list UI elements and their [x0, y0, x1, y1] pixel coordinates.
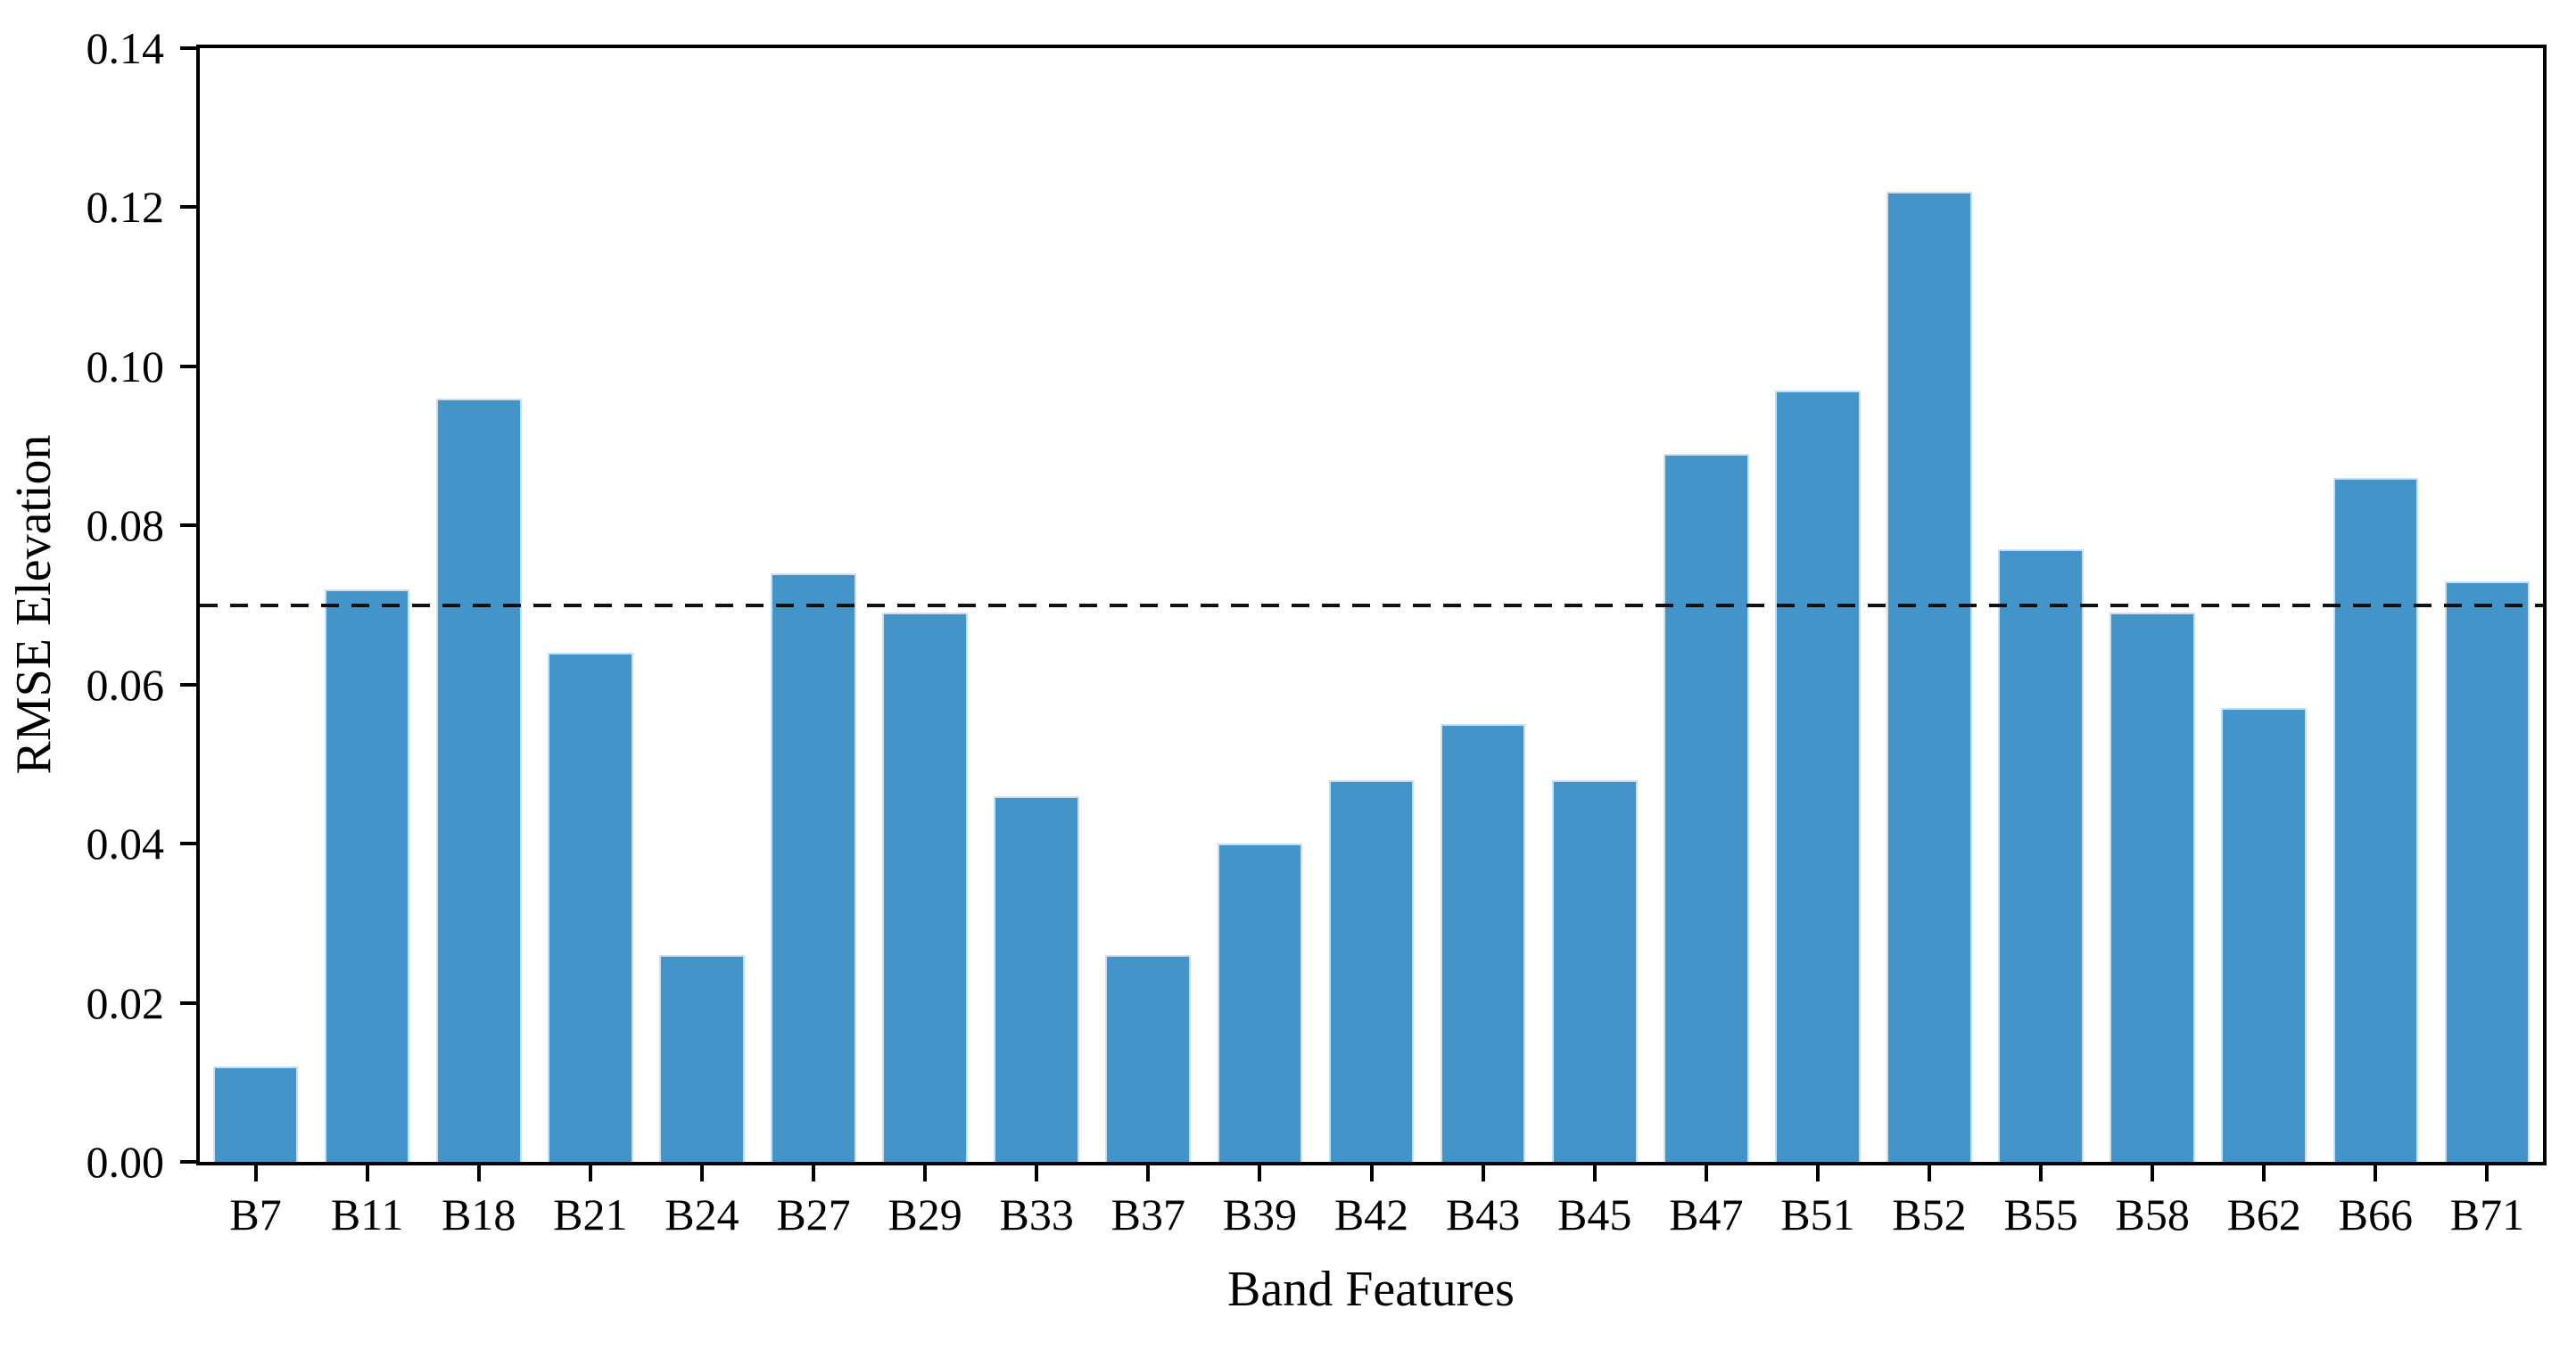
- bar-B42: [1328, 779, 1415, 1162]
- x-tick-mark: [253, 1165, 258, 1181]
- x-tick-mark: [1258, 1165, 1262, 1181]
- x-tick-label-B51: B51: [1780, 1189, 1855, 1239]
- bar-B52: [1887, 191, 1972, 1162]
- x-tick-mark: [2485, 1165, 2489, 1181]
- bar-B55: [1998, 549, 2084, 1162]
- x-tick-mark: [812, 1165, 816, 1181]
- x-tick-mark: [1592, 1165, 1597, 1181]
- x-tick-label-B24: B24: [665, 1189, 739, 1239]
- threshold-dashed-line: [200, 603, 2543, 607]
- x-tick-label-B21: B21: [553, 1189, 628, 1239]
- bar-B29: [882, 613, 968, 1162]
- x-tick-mark: [2151, 1165, 2155, 1181]
- x-tick-label-B37: B37: [1110, 1189, 1185, 1239]
- x-tick-mark: [365, 1165, 369, 1181]
- x-tick-label-B7: B7: [229, 1189, 282, 1239]
- bar-B71: [2444, 580, 2531, 1162]
- x-tick-label-B43: B43: [1445, 1189, 1521, 1239]
- y-tick-label-0.12: 0.12: [86, 182, 165, 233]
- x-tick-label-B66: B66: [2338, 1189, 2414, 1239]
- bar-B45: [1551, 779, 1638, 1162]
- x-tick-label-B47: B47: [1669, 1189, 1744, 1239]
- y-tick-mark: [180, 842, 196, 846]
- y-tick-mark: [180, 364, 196, 368]
- x-tick-mark: [1369, 1165, 1374, 1181]
- x-tick-label-B27: B27: [776, 1189, 851, 1239]
- x-tick-label-B71: B71: [2449, 1189, 2525, 1239]
- x-tick-mark: [1815, 1165, 1820, 1181]
- y-tick-label-0.06: 0.06: [86, 659, 165, 710]
- bar-B33: [994, 795, 1080, 1162]
- bar-B47: [1663, 454, 1749, 1162]
- bar-B7: [212, 1066, 299, 1162]
- x-tick-label-B52: B52: [1892, 1189, 1967, 1239]
- x-tick-label-B39: B39: [1222, 1189, 1298, 1239]
- x-tick-mark: [588, 1165, 592, 1181]
- bar-B58: [2110, 613, 2195, 1162]
- bar-B37: [1105, 955, 1192, 1162]
- x-tick-mark: [1704, 1165, 1708, 1181]
- x-tick-mark: [1481, 1165, 1485, 1181]
- x-tick-label-B62: B62: [2226, 1189, 2301, 1239]
- x-tick-mark: [2262, 1165, 2266, 1181]
- y-tick-mark: [180, 205, 196, 210]
- x-tick-label-B18: B18: [442, 1189, 516, 1239]
- bar-B24: [659, 955, 745, 1162]
- x-tick-label-B11: B11: [330, 1189, 404, 1239]
- x-tick-label-B29: B29: [888, 1189, 962, 1239]
- x-tick-mark: [2039, 1165, 2043, 1181]
- bar-B51: [1775, 390, 1861, 1162]
- x-tick-label-B42: B42: [1333, 1189, 1409, 1239]
- x-tick-mark: [476, 1165, 481, 1181]
- y-tick-label-0.10: 0.10: [86, 341, 165, 391]
- bar-B39: [1217, 844, 1303, 1162]
- x-axis-label: Band Features: [1227, 1262, 1515, 1317]
- x-tick-label-B45: B45: [1557, 1189, 1632, 1239]
- y-tick-mark: [180, 682, 196, 687]
- y-tick-label-0.02: 0.02: [86, 977, 165, 1028]
- y-tick-mark: [180, 46, 196, 50]
- y-tick-label-0.04: 0.04: [86, 819, 165, 869]
- bar-B43: [1440, 724, 1526, 1162]
- y-tick-mark: [180, 1000, 196, 1005]
- x-tick-mark: [699, 1165, 704, 1181]
- x-tick-mark: [2374, 1165, 2378, 1181]
- bar-B18: [435, 398, 522, 1162]
- y-tick-mark: [180, 523, 196, 528]
- x-tick-label-B58: B58: [2115, 1189, 2190, 1239]
- bar-B66: [2332, 477, 2419, 1162]
- plot-area: 0.00 0.02 0.04 0.06 0.08 0.10 0.12 0.14 B7 B11 B1…: [87, 26, 2547, 1237]
- y-tick-label-0.14: 0.14: [86, 23, 165, 73]
- y-axis-label: RMSE Elevation: [6, 434, 62, 775]
- x-tick-label-B55: B55: [2003, 1189, 2078, 1239]
- x-tick-mark: [1146, 1165, 1151, 1181]
- bar-B21: [547, 653, 633, 1162]
- x-tick-mark: [1927, 1165, 1931, 1181]
- bar-B62: [2221, 708, 2308, 1162]
- y-tick-label-0.08: 0.08: [86, 500, 165, 551]
- x-tick-mark: [923, 1165, 928, 1181]
- x-tick-mark: [1035, 1165, 1039, 1181]
- y-tick-mark: [180, 1160, 196, 1164]
- y-tick-label-0.00: 0.00: [86, 1137, 165, 1187]
- bar-B11: [324, 589, 410, 1162]
- x-tick-label-B33: B33: [999, 1189, 1074, 1239]
- bar-B27: [771, 572, 856, 1162]
